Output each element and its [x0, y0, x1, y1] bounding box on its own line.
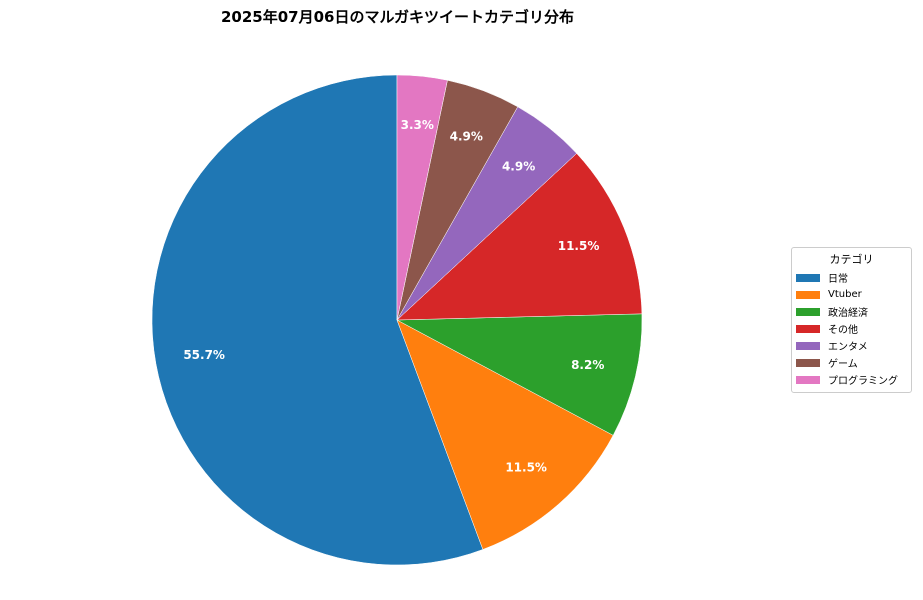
slice-label: 3.3% [401, 118, 434, 132]
legend: カテゴリ 日常 Vtuber 政治経済その他エンタメゲームプログラミング [791, 247, 912, 393]
slice-label: 8.2% [571, 358, 604, 372]
legend-item: プログラミング [796, 371, 907, 388]
slice-label: 4.9% [502, 159, 535, 173]
legend-label: 政治経済 [828, 308, 868, 319]
legend-label: 日常 [828, 274, 848, 285]
legend-label: その他 [828, 325, 858, 336]
legend-swatch [796, 324, 820, 333]
slice-label: 11.5% [505, 460, 547, 474]
legend-item: ゲーム [796, 354, 907, 371]
legend-title: カテゴリ [829, 253, 874, 266]
legend-label: エンタメ [828, 342, 868, 353]
legend-swatch [796, 273, 820, 282]
legend-swatch [796, 307, 820, 316]
pie-slice [396, 313, 643, 436]
pie-slice [396, 153, 643, 321]
legend-swatch [796, 341, 820, 350]
legend-swatch [796, 290, 820, 299]
chart-title: 2025年07月06日のマルガキツイートカテゴリ分布 [220, 8, 575, 26]
legend-item: その他 [796, 320, 907, 337]
legend-items: 日常 Vtuber 政治経済その他エンタメゲームプログラミング [796, 269, 907, 388]
pie-slice [396, 319, 614, 550]
legend-item: 政治経済 [796, 303, 907, 320]
pie-slice [151, 74, 484, 566]
pie-slice [396, 74, 448, 321]
legend-item: Vtuber [796, 286, 907, 303]
slice-label: 4.9% [450, 130, 483, 144]
slice-label: 55.7% [183, 348, 225, 362]
legend-label: Vtuber [828, 289, 862, 300]
legend-swatch [796, 375, 820, 384]
pie-chart: 55.7% 11.5% 8.2% 11.5% 4.9% 4.9% 3.3% [151, 74, 643, 566]
legend-swatch [796, 358, 820, 367]
legend-item: 日常 [796, 269, 907, 286]
legend-label: ゲーム [828, 359, 858, 370]
legend-item: エンタメ [796, 337, 907, 354]
slice-label: 11.5% [558, 239, 600, 253]
legend-label: プログラミング [828, 376, 898, 387]
